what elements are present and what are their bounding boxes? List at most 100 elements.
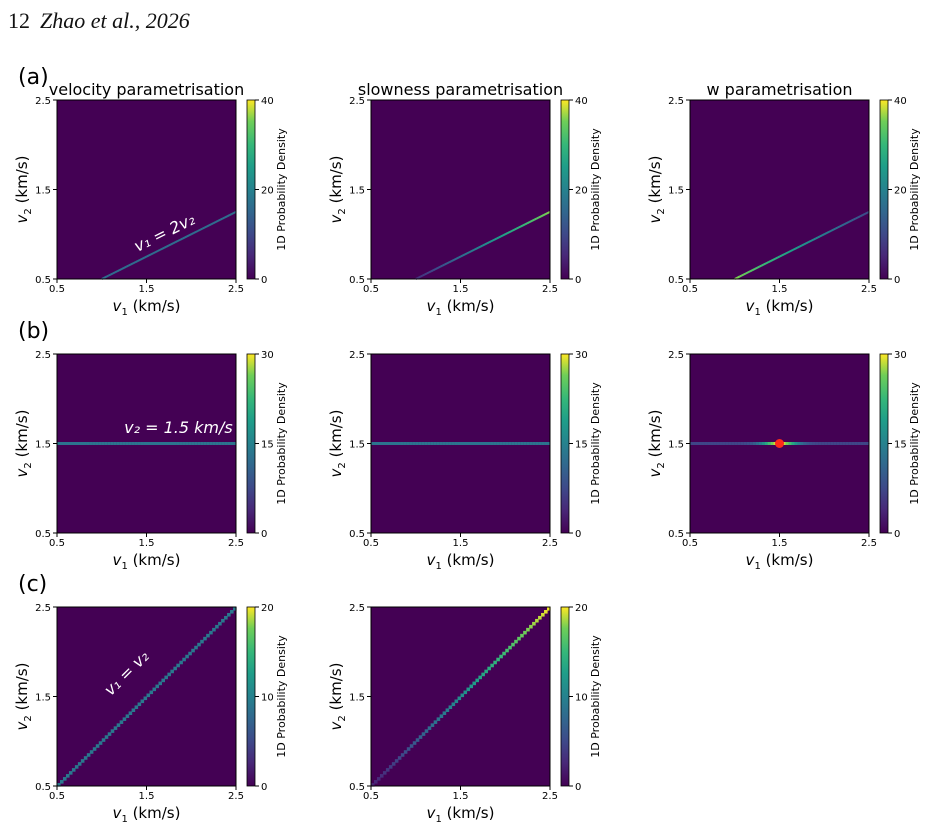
ridge-segment bbox=[850, 218, 854, 222]
ridge-segment bbox=[143, 696, 148, 701]
ridge-segment bbox=[95, 744, 100, 748]
colorbar-tick-label: 40 bbox=[894, 96, 907, 107]
x-tick-label: 2.5 bbox=[861, 284, 877, 295]
ridge-segment bbox=[177, 238, 181, 242]
ridge-segment bbox=[123, 265, 127, 269]
ridge-segment bbox=[112, 271, 116, 275]
ridge-segment bbox=[498, 235, 502, 239]
ridge-segment bbox=[146, 693, 151, 698]
colorbar-label: 1D Probability Density bbox=[589, 128, 602, 251]
ridge-segment bbox=[412, 741, 417, 745]
ridge-segment bbox=[125, 264, 130, 268]
ridge-segment bbox=[526, 627, 530, 632]
ridge-segment bbox=[128, 711, 133, 715]
ridge-segment bbox=[541, 612, 545, 617]
x-tick-label: 0.5 bbox=[49, 284, 65, 295]
ridge-segment bbox=[493, 237, 497, 241]
ridge-segment bbox=[172, 241, 177, 245]
ridge-segment bbox=[515, 226, 520, 230]
y-tick-label: 0.5 bbox=[35, 275, 51, 286]
ridge-segment bbox=[371, 783, 375, 787]
ridge-segment bbox=[134, 705, 139, 710]
ridge-segment bbox=[228, 213, 233, 217]
ridge-segment bbox=[756, 265, 760, 269]
ridge-segment bbox=[433, 720, 438, 724]
ridge-segment bbox=[141, 256, 145, 260]
ridge-segment bbox=[175, 240, 179, 243]
ridge-segment bbox=[495, 236, 500, 240]
ridge-segment bbox=[517, 636, 521, 641]
x-tick-label: 2.5 bbox=[861, 538, 877, 549]
ridge-segment bbox=[152, 687, 157, 692]
ridge-segment bbox=[482, 243, 486, 247]
panel-title: w parametrisation bbox=[706, 80, 852, 99]
ridge-segment bbox=[430, 723, 435, 727]
ridge-segment bbox=[792, 247, 796, 251]
ridge-segment bbox=[200, 639, 204, 644]
ridge-segment bbox=[455, 256, 459, 260]
x-tick-label: 0.5 bbox=[682, 538, 698, 549]
x-axis-label: v1 (km/s) bbox=[427, 804, 495, 825]
ridge-segment bbox=[776, 255, 781, 259]
ridge-segment bbox=[491, 238, 495, 242]
x-tick-label: 1.5 bbox=[139, 538, 155, 549]
colorbar-tick-label: 0 bbox=[261, 275, 267, 286]
colorbar bbox=[246, 606, 256, 787]
colorbar-tick-label: 0 bbox=[894, 275, 900, 286]
ridge-segment bbox=[810, 238, 814, 242]
heatmap-background bbox=[371, 100, 550, 279]
ridge-segment bbox=[514, 639, 518, 644]
ridge-segment bbox=[745, 271, 749, 275]
ridge-segment bbox=[208, 223, 212, 227]
heatmap-background bbox=[690, 100, 869, 279]
ridge-segment bbox=[186, 234, 190, 238]
y-tick-label: 1.5 bbox=[349, 440, 365, 451]
ridge-segment bbox=[83, 756, 88, 760]
y-tick-label: 1.5 bbox=[668, 440, 684, 451]
ridge-segment bbox=[152, 251, 157, 255]
ridge-segment bbox=[191, 648, 195, 653]
ridge-segment bbox=[137, 259, 141, 262]
ridge-segment bbox=[442, 711, 447, 715]
ridge-segment bbox=[92, 747, 97, 751]
ridge-segment bbox=[103, 275, 107, 279]
ridge-segment bbox=[77, 762, 82, 766]
ridge-segment bbox=[520, 633, 524, 638]
x-tick-label: 2.5 bbox=[542, 538, 558, 549]
ridge-segment bbox=[219, 217, 224, 221]
y-tick-label: 2.5 bbox=[349, 96, 365, 107]
ridge-segment bbox=[206, 633, 210, 638]
ridge-segment bbox=[832, 227, 836, 231]
ridge-segment bbox=[74, 765, 79, 769]
ridge-segment bbox=[496, 657, 500, 662]
ridge-segment bbox=[848, 219, 852, 223]
ridge-segment bbox=[121, 266, 125, 270]
ridge-segment bbox=[150, 252, 154, 256]
ridge-segment bbox=[819, 234, 823, 238]
ridge-segment bbox=[814, 236, 819, 240]
ridge-segment bbox=[230, 609, 234, 614]
ridge-segment bbox=[484, 669, 488, 674]
colorbar-tick-label: 20 bbox=[894, 186, 907, 197]
ridge-segment bbox=[140, 699, 145, 704]
panel-a-slowness: 0.5 1.5 2.5 0.5 1.5 2.5 v1 (km/s) v2 (km/s) slow… bbox=[327, 80, 602, 318]
relation-annotation: v₂ = 1.5 km/s bbox=[124, 418, 233, 437]
ridge-segment bbox=[116, 269, 121, 273]
ridge-segment bbox=[62, 777, 67, 781]
ridge-segment bbox=[442, 263, 446, 267]
colorbar-label: 1D Probability Density bbox=[908, 128, 921, 251]
ridge-segment bbox=[119, 267, 123, 271]
ridge-segment bbox=[427, 726, 432, 730]
ridge-segment bbox=[841, 223, 845, 227]
y-tick-label: 2.5 bbox=[35, 350, 51, 361]
ridge-segment bbox=[417, 275, 421, 279]
ridge-segment bbox=[201, 226, 206, 230]
ridge-segment bbox=[388, 765, 393, 769]
ridge-segment bbox=[437, 265, 441, 269]
ridge-segment bbox=[101, 738, 106, 742]
colorbar-tick-label: 10 bbox=[575, 693, 588, 704]
y-axis-label: v2 (km/s) bbox=[13, 156, 34, 224]
ridge-segment bbox=[489, 240, 493, 243]
y-tick-label: 0.5 bbox=[668, 275, 684, 286]
ridge-segment bbox=[796, 245, 801, 249]
